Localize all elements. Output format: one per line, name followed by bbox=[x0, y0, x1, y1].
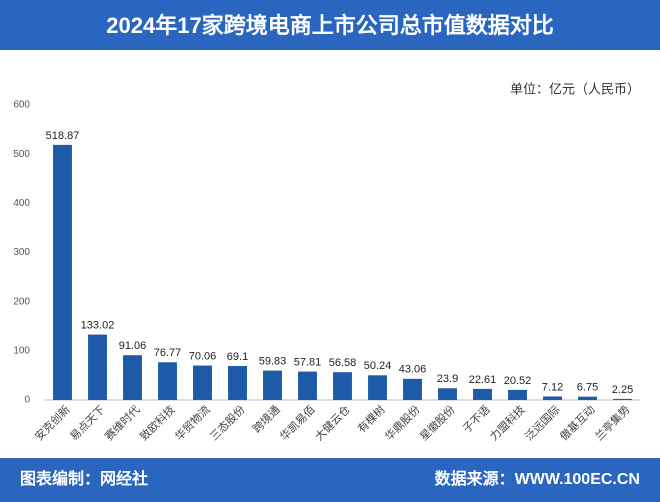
value-label: 2.25 bbox=[612, 384, 633, 396]
x-tick-label: 跨境通 bbox=[249, 402, 282, 435]
bar bbox=[403, 378, 422, 400]
x-tick-label: 华贸物流 bbox=[172, 402, 213, 443]
value-label: 69.1 bbox=[227, 351, 248, 363]
bar bbox=[193, 365, 212, 400]
x-tick-label: 易点天下 bbox=[67, 403, 107, 443]
value-label: 57.81 bbox=[294, 356, 322, 368]
bar bbox=[613, 398, 632, 400]
unit-label: 单位：亿元（人民币） bbox=[510, 81, 640, 96]
bar bbox=[123, 355, 142, 400]
bar bbox=[368, 375, 387, 400]
x-tick-label: 星徽股份 bbox=[417, 402, 458, 443]
value-label: 91.06 bbox=[119, 340, 147, 352]
bar bbox=[473, 388, 492, 400]
value-label: 23.9 bbox=[437, 373, 458, 385]
value-label: 59.83 bbox=[259, 355, 287, 367]
value-label: 76.77 bbox=[154, 347, 182, 359]
y-tick-label: 200 bbox=[13, 296, 30, 307]
value-label: 6.75 bbox=[577, 382, 598, 394]
x-tick-label: 傲基互动 bbox=[557, 402, 598, 443]
value-label: 22.61 bbox=[469, 374, 497, 386]
x-tick-label: 大健云仓 bbox=[312, 402, 353, 443]
value-label: 56.58 bbox=[329, 357, 357, 369]
value-label: 43.06 bbox=[399, 364, 427, 376]
bar bbox=[53, 144, 72, 400]
x-tick-label: 华凯易佰 bbox=[277, 402, 318, 443]
value-label: 50.24 bbox=[364, 360, 392, 372]
value-label: 518.87 bbox=[46, 130, 80, 142]
x-tick-label: 子不语 bbox=[460, 403, 493, 436]
bar bbox=[263, 370, 282, 400]
header-bar bbox=[0, 0, 660, 50]
x-tick-label: 赛维时代 bbox=[102, 402, 143, 443]
bar bbox=[228, 366, 247, 400]
y-tick-label: 600 bbox=[13, 100, 30, 111]
y-tick-label: 500 bbox=[13, 149, 30, 160]
y-tick-label: 100 bbox=[13, 345, 30, 356]
bar bbox=[333, 372, 352, 400]
value-label: 133.02 bbox=[81, 320, 115, 332]
x-tick-label: 致欧科技 bbox=[137, 402, 178, 443]
x-tick-label: 三态股份 bbox=[207, 403, 247, 443]
bar bbox=[508, 389, 527, 400]
bar bbox=[543, 396, 562, 400]
x-tick-label: 力盟科技 bbox=[487, 402, 528, 443]
value-label: 7.12 bbox=[542, 381, 563, 393]
bar bbox=[578, 396, 597, 400]
x-tick-label: 有棵树 bbox=[354, 402, 387, 435]
bar bbox=[158, 362, 177, 400]
footer-right: 数据来源：WWW.100EC.CN bbox=[435, 469, 640, 488]
chart-title: 2024年17家跨境电商上市公司总市值数据对比 bbox=[106, 13, 553, 38]
bar bbox=[438, 388, 457, 400]
x-tick-label: 安克创新 bbox=[32, 402, 73, 443]
y-tick-label: 0 bbox=[24, 395, 30, 406]
footer-bar bbox=[0, 458, 660, 502]
x-tick-label: 兰亭集势 bbox=[592, 402, 633, 443]
value-label: 20.52 bbox=[504, 375, 532, 387]
x-tick-label: 华鼎股份 bbox=[382, 402, 423, 443]
bar bbox=[88, 334, 107, 400]
bar bbox=[298, 371, 317, 400]
y-tick-label: 400 bbox=[13, 198, 30, 209]
value-label: 70.06 bbox=[189, 350, 217, 362]
x-tick-label: 泛远国际 bbox=[522, 403, 562, 443]
footer-left: 图表编制：网经社 bbox=[20, 469, 148, 488]
y-tick-label: 300 bbox=[13, 247, 30, 258]
